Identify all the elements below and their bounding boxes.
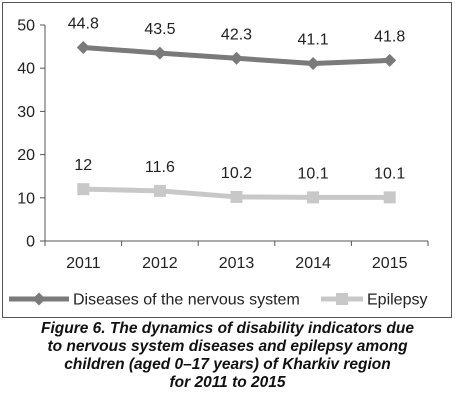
figure-caption: Figure 6. The dynamics of disability ind… — [0, 320, 455, 392]
data-point-2 — [383, 191, 396, 204]
caption-line-2: to nervous system diseases and epilepsy … — [47, 338, 408, 355]
x-tick-label: 2011 — [66, 255, 101, 272]
caption-line-4: for 2011 to 2015 — [169, 374, 286, 391]
x-tick-label: 2012 — [142, 255, 178, 272]
data-point-2 — [77, 183, 90, 196]
line-chart: 0 10 20 30 40 50 2011 2012 2013 2014 2015 44.8 43.5 4… — [9, 15, 429, 309]
data-label-1: 41.8 — [374, 28, 405, 45]
y-tick-label: 40 — [17, 61, 35, 78]
y-tick-label: 20 — [17, 147, 35, 164]
legend-marker-2 — [336, 293, 348, 305]
legend-label-2: Epilepsy — [367, 292, 427, 309]
x-tick-label: 2015 — [372, 255, 408, 272]
data-point-1 — [76, 40, 90, 54]
data-point-1 — [153, 46, 167, 60]
data-point-2 — [230, 190, 243, 203]
legend-marker-1 — [32, 292, 46, 306]
x-tick-label: 2014 — [295, 255, 331, 272]
data-label-2: 12 — [74, 157, 92, 174]
data-label-1: 43.5 — [144, 21, 175, 38]
y-tick-label: 30 — [17, 104, 35, 121]
data-label-2: 10.2 — [221, 165, 252, 182]
data-point-1 — [306, 56, 320, 70]
data-point-2 — [153, 184, 166, 197]
data-point-2 — [307, 191, 320, 204]
data-label-2: 10.1 — [298, 165, 329, 182]
data-label-2: 11.6 — [145, 159, 175, 176]
data-label-1: 41.1 — [298, 31, 329, 48]
legend-label-1: Diseases of the nervous system — [73, 292, 300, 309]
data-label-1: 42.3 — [221, 26, 252, 43]
y-tick-label: 0 — [26, 234, 35, 251]
data-point-1 — [230, 51, 243, 65]
caption-line-3: children (aged 0–17 years) of Kharkiv re… — [64, 356, 391, 373]
chart-frame: 0 10 20 30 40 50 2011 2012 2013 2014 2015 44.8 43.5 4… — [2, 2, 452, 318]
caption-line-1: Figure 6. The dynamics of disability ind… — [41, 320, 414, 337]
y-tick-label: 10 — [17, 190, 35, 207]
x-tick-label: 2013 — [219, 255, 255, 272]
data-label-2: 10.1 — [374, 165, 405, 182]
y-tick-label: 50 — [17, 18, 35, 35]
data-point-1 — [383, 53, 397, 67]
data-label-1: 44.8 — [68, 15, 99, 32]
